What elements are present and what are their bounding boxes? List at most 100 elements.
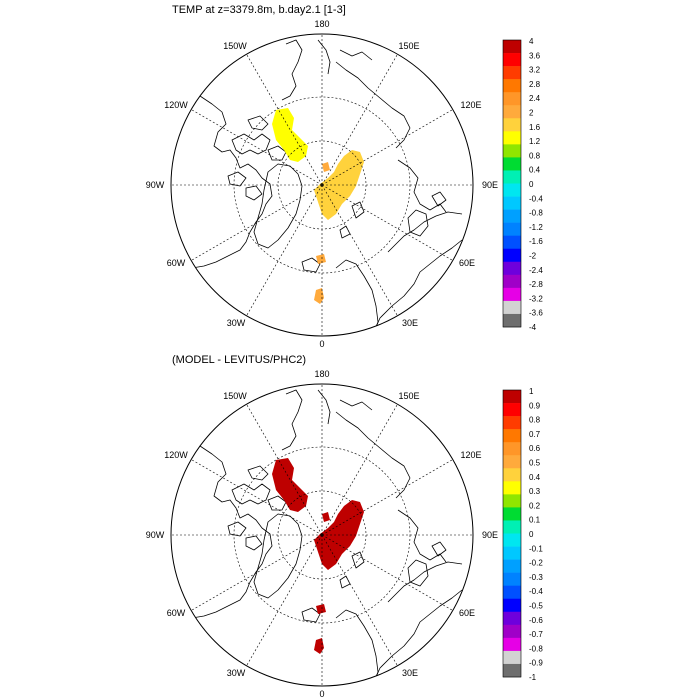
colorbar-label: 0.5	[529, 459, 541, 468]
colorbar-swatch	[503, 494, 521, 508]
colorbar-swatch	[503, 92, 521, 106]
colorbar-label: -0.2	[529, 559, 543, 568]
map-area	[171, 34, 473, 336]
lon-label: 60E	[459, 258, 475, 268]
colorbar-label: -4	[529, 323, 537, 332]
coastlines	[171, 389, 463, 686]
colorbar-swatch	[503, 235, 521, 250]
colorbar-swatch	[503, 624, 521, 639]
colorbar-swatch	[503, 416, 521, 430]
lon-label: 150W	[223, 41, 247, 51]
lon-label: 60W	[167, 608, 186, 618]
lon-label: 150E	[398, 391, 419, 401]
colorbar-swatch	[503, 300, 521, 315]
colorbar-frame	[502, 389, 522, 678]
colorbar-swatch	[503, 209, 521, 223]
colorbar-label: 0.9	[529, 401, 541, 410]
map-title: TEMP at z=3379.8m, b.day2.1 [1-3]	[172, 4, 346, 16]
colorbar-label: 1.6	[529, 123, 541, 132]
map-area	[171, 384, 473, 686]
meridian-line	[321, 459, 453, 536]
colorbar-swatch	[503, 261, 521, 276]
meridian-line	[321, 109, 453, 186]
map-boundary	[170, 383, 474, 687]
meridian-line	[191, 534, 323, 611]
colorbar-swatch	[503, 546, 521, 560]
meridian-line	[321, 534, 453, 611]
longitude-labels: 180 150E 120E 90E 60E 30E 0 30W 60W 90W …	[146, 19, 498, 349]
colorbar-label: -1	[529, 673, 537, 682]
colorbar-label: -1.6	[529, 237, 543, 246]
colorbar-label: -0.8	[529, 209, 543, 218]
colorbar-label: -0.4	[529, 587, 543, 596]
colorbar-swatch	[503, 66, 521, 80]
colorbar-swatch	[503, 170, 521, 184]
lon-label: 60E	[459, 608, 475, 618]
colorbar-label: 3.2	[529, 66, 541, 75]
colorbar-label: -0.9	[529, 659, 543, 668]
panel-top: TEMP at z=3379.8m, b.day2.1 [1-3]	[146, 4, 544, 349]
colorbar-label: 2	[529, 109, 534, 118]
colorbar-swatch	[503, 650, 521, 665]
meridian-line	[191, 109, 323, 186]
colorbar-swatch	[503, 248, 521, 263]
field-norwegian-sea	[314, 288, 324, 304]
colorbar-label: -0.5	[529, 602, 543, 611]
lon-label: 0	[319, 689, 324, 699]
coast-scandinavia	[335, 259, 379, 336]
colorbar-swatch	[503, 663, 521, 678]
colorbar-label: 0.4	[529, 166, 541, 175]
meridian-line	[246, 184, 323, 316]
colorbar-swatch	[503, 598, 521, 613]
coast-eurasia	[371, 211, 463, 336]
colorbar-label: 0.8	[529, 416, 541, 425]
graticule	[171, 34, 473, 336]
colorbar-swatch	[503, 520, 521, 534]
colorbar-swatch	[503, 442, 521, 456]
meridian-line	[321, 534, 398, 666]
lon-label: 0	[319, 339, 324, 349]
colorbar-label: -2.4	[529, 266, 543, 275]
colorbar-swatch	[503, 533, 521, 547]
colorbar-label: 0	[529, 530, 534, 539]
lon-label: 30W	[227, 318, 246, 328]
colorbar-swatch	[503, 429, 521, 443]
colorbar-label: 0.3	[529, 487, 541, 496]
field-norwegian-sea	[314, 638, 324, 654]
coast-canadian-archipelago	[227, 115, 287, 201]
meridian-line	[321, 184, 453, 261]
lon-label: 120W	[164, 450, 188, 460]
colorbar-label: -2.8	[529, 280, 543, 289]
meridian-line	[191, 184, 323, 261]
colorbar-swatch	[503, 131, 521, 145]
colorbar-label: 0.7	[529, 430, 541, 439]
lon-label: 60W	[167, 258, 186, 268]
colorbar-swatch	[503, 403, 521, 417]
colorbar: 1 0.9 0.8 0.7 0.6 0.5 0.4 0.3 0.2 0.1 0 …	[502, 387, 543, 682]
colorbar-label: 0.4	[529, 473, 541, 482]
coast-north-america	[171, 91, 273, 269]
colorbar-swatch	[503, 118, 521, 132]
colorbar-swatches	[502, 39, 522, 328]
colorbar-swatch	[503, 53, 521, 67]
longitude-labels: 180 150E 120E 90E 60E 30E 0 30W 60W 90W …	[146, 369, 498, 699]
coast-greenland	[253, 513, 303, 599]
lon-label: 150E	[398, 41, 419, 51]
coast-bering	[281, 39, 373, 101]
colorbar-label: -0.8	[529, 644, 543, 653]
lon-label: 120E	[460, 100, 481, 110]
lon-label: 120E	[460, 450, 481, 460]
field-small-patch	[322, 512, 330, 522]
colorbar-swatch	[503, 105, 521, 119]
lon-label: 90W	[146, 530, 165, 540]
colorbar-swatch	[503, 468, 521, 482]
colorbar-swatch	[503, 455, 521, 469]
colorbar-swatch	[503, 196, 521, 210]
lon-label: 30E	[402, 318, 418, 328]
colorbar-label: 0	[529, 180, 534, 189]
colorbar-label: 0.8	[529, 151, 541, 160]
lon-label: 90W	[146, 180, 165, 190]
coast-novaya-zemlya	[407, 541, 447, 587]
colorbar-swatch	[503, 157, 521, 171]
lon-label: 90E	[482, 530, 498, 540]
